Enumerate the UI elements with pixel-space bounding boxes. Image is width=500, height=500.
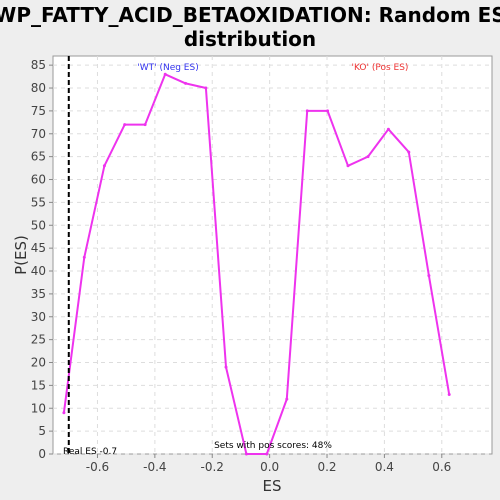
data-point (204, 86, 208, 90)
y-axis-ticks: 0 5 10 15 20 25 30 35 40 45 50 55 60 65 70 75 80 85 (31, 58, 53, 461)
x-tick-label: 0.0 (260, 460, 279, 474)
data-point (184, 81, 188, 85)
pos-es-label: 'KO' (Pos ES) (352, 63, 409, 73)
pos-scores-label: Sets with pos scores: 48% (214, 441, 332, 451)
data-point (123, 123, 127, 127)
data-point (82, 255, 86, 259)
x-tick-label: 0.4 (375, 460, 394, 474)
plot-area (52, 55, 493, 455)
y-tick-label: 85 (31, 58, 46, 72)
y-tick-label: 10 (31, 401, 46, 415)
chart-title-line-2: distribution (184, 27, 316, 51)
data-point (326, 109, 330, 113)
y-tick-label: 25 (31, 333, 46, 347)
y-tick-label: 30 (31, 310, 46, 324)
data-point (285, 397, 289, 401)
series-layer (62, 72, 451, 456)
data-point (224, 365, 228, 369)
y-tick-label: 80 (31, 81, 46, 95)
chart-title-line-1: WP_FATTY_ACID_BETAOXIDATION: Random ES (0, 3, 500, 27)
y-tick-label: 45 (31, 241, 46, 255)
x-tick-label: 0.2 (317, 460, 336, 474)
data-point (386, 127, 390, 131)
y-tick-label: 50 (31, 218, 46, 232)
y-tick-label: 35 (31, 287, 46, 301)
x-tick-label: -0.6 (86, 460, 109, 474)
y-tick-label: 20 (31, 356, 46, 370)
y-tick-label: 70 (31, 127, 46, 141)
x-tick-label: 0.6 (432, 460, 451, 474)
y-tick-label: 55 (31, 195, 46, 209)
data-point (265, 452, 269, 456)
data-point (427, 274, 431, 278)
data-point (143, 123, 147, 127)
grid (53, 56, 492, 455)
y-tick-label: 75 (31, 104, 46, 118)
y-tick-label: 60 (31, 173, 46, 187)
data-point (346, 164, 350, 168)
y-tick-label: 65 (31, 150, 46, 164)
data-point (366, 155, 370, 159)
y-tick-label: 15 (31, 378, 46, 392)
data-point (407, 150, 411, 154)
data-point (447, 393, 451, 396)
data-point (305, 109, 309, 113)
data-point (102, 164, 106, 168)
y-tick-label: 0 (38, 447, 46, 461)
y-tick-label: 5 (38, 424, 46, 438)
data-point (163, 72, 167, 76)
data-point (244, 452, 248, 456)
neg-es-label: 'WT' (Neg ES) (137, 63, 198, 73)
data-point (62, 411, 66, 415)
x-tick-label: -0.4 (143, 460, 166, 474)
series-line (62, 73, 451, 455)
x-axis-label: ES (263, 477, 282, 495)
real-es-label: Real ES -0.7 (63, 447, 117, 457)
x-axis-ticks: -0.6 -0.4 -0.2 0.0 0.2 0.4 0.6 (86, 454, 451, 474)
y-tick-label: 40 (31, 264, 46, 278)
y-axis-label: P(ES) (12, 235, 30, 275)
x-tick-label: -0.2 (201, 460, 224, 474)
